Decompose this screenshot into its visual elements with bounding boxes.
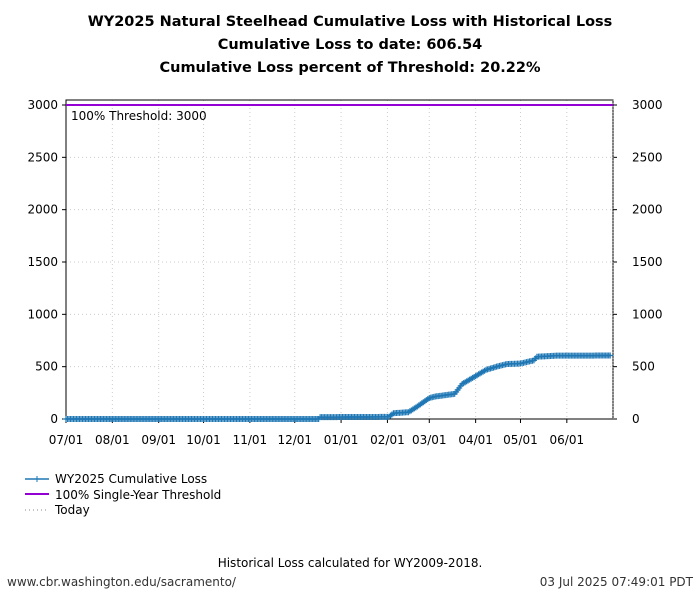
chart-title: WY2025 Natural Steelhead Cumulative Loss… [87, 14, 613, 30]
y-tick-label-right: 2000 [632, 203, 663, 217]
threshold-annotation: 100% Threshold: 3000 [71, 109, 207, 123]
y-tick-label-right: 1500 [632, 255, 663, 269]
x-tick-label: 11/01 [233, 433, 268, 447]
y-tick-label: 3000 [27, 98, 58, 112]
plot-frame [65, 99, 614, 420]
x-tick-label: 04/01 [458, 433, 493, 447]
legend-item-today: Today [55, 503, 90, 517]
x-tick-label: 02/01 [370, 433, 405, 447]
y-tick-label: 500 [35, 360, 58, 374]
x-tick-label: 10/01 [186, 433, 221, 447]
y-tick-label-right: 2500 [632, 150, 663, 164]
y-tick-label: 1000 [27, 307, 58, 321]
x-tick-label: 07/01 [49, 433, 84, 447]
y-tick-label-right: 0 [632, 412, 640, 426]
y-tick-label-right: 500 [632, 360, 655, 374]
y-tick-label: 0 [50, 412, 58, 426]
loss-marker [607, 352, 614, 359]
legend-item-loss: WY2025 Cumulative Loss [55, 472, 208, 486]
footer-note: Historical Loss calculated for WY2009-20… [217, 556, 483, 570]
y-tick-label-right: 1000 [632, 307, 663, 321]
chart-subtitle-percent: Cumulative Loss percent of Threshold: 20… [159, 60, 541, 76]
legend-item-threshold: 100% Single-Year Threshold [55, 488, 222, 502]
x-tick-label: 12/01 [277, 433, 312, 447]
loss-line [66, 354, 611, 420]
y-tick-label: 2500 [27, 150, 58, 164]
x-tick-label: 09/01 [141, 433, 176, 447]
x-tick-label: 08/01 [95, 433, 130, 447]
footer-timestamp: 03 Jul 2025 07:49:01 PDT [539, 575, 693, 589]
x-tick-label: 05/01 [503, 433, 538, 447]
x-tick-label: 01/01 [324, 433, 359, 447]
x-tick-label: 06/01 [550, 433, 585, 447]
x-tick-label: 03/01 [412, 433, 447, 447]
chart-subtitle-loss: Cumulative Loss to date: 606.54 [217, 37, 483, 53]
footer-url[interactable]: www.cbr.washington.edu/sacramento/ [7, 575, 236, 589]
y-tick-label-right: 3000 [632, 98, 663, 112]
y-tick-label: 1500 [27, 255, 58, 269]
y-tick-label: 2000 [27, 203, 58, 217]
